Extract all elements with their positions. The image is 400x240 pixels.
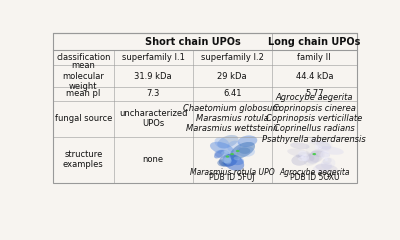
Circle shape: [226, 156, 229, 158]
Ellipse shape: [224, 155, 238, 162]
Ellipse shape: [221, 155, 231, 163]
Ellipse shape: [301, 154, 309, 162]
Text: mean pI: mean pI: [66, 89, 100, 98]
Ellipse shape: [222, 158, 236, 166]
Ellipse shape: [306, 142, 319, 157]
Ellipse shape: [300, 156, 304, 158]
Ellipse shape: [234, 156, 240, 160]
Ellipse shape: [315, 145, 319, 147]
Text: Agrocybe aegerita
Coprinopsis cinerea
Coprinopsis verticillate
Coprinellus radia: Agrocybe aegerita Coprinopsis cinerea Co…: [262, 93, 366, 144]
Ellipse shape: [306, 156, 314, 161]
Ellipse shape: [227, 153, 238, 161]
Text: superfamily I.2: superfamily I.2: [201, 53, 264, 62]
Ellipse shape: [306, 153, 319, 164]
Text: 6.41: 6.41: [223, 89, 241, 98]
Text: PDB ID 5FUJ: PDB ID 5FUJ: [209, 173, 255, 182]
Ellipse shape: [320, 151, 329, 159]
Text: 31.9 kDa: 31.9 kDa: [134, 72, 172, 80]
Ellipse shape: [321, 158, 335, 169]
Ellipse shape: [304, 150, 323, 166]
Text: Chaetomium globosum
Marasmius rotula
Marasmius wettsteinii: Chaetomium globosum Marasmius rotula Mar…: [184, 104, 281, 133]
Circle shape: [230, 153, 234, 155]
Ellipse shape: [214, 137, 230, 149]
Ellipse shape: [322, 157, 332, 164]
Text: classification: classification: [56, 53, 110, 62]
Ellipse shape: [214, 150, 229, 158]
Text: structure
examples: structure examples: [63, 150, 104, 169]
Ellipse shape: [316, 141, 331, 150]
Ellipse shape: [311, 138, 324, 144]
Text: 29 kDa: 29 kDa: [217, 72, 247, 80]
Ellipse shape: [219, 154, 238, 167]
Ellipse shape: [238, 135, 257, 147]
Text: Marasmius rotula UPO: Marasmius rotula UPO: [190, 168, 274, 177]
Text: superfamily I.1: superfamily I.1: [122, 53, 184, 62]
Ellipse shape: [210, 142, 234, 155]
Ellipse shape: [217, 135, 238, 148]
Text: 7.3: 7.3: [146, 89, 160, 98]
Ellipse shape: [309, 149, 325, 162]
Ellipse shape: [311, 150, 330, 157]
Ellipse shape: [318, 146, 344, 155]
Ellipse shape: [315, 145, 322, 150]
Ellipse shape: [239, 147, 250, 154]
Text: mean
molecular
weight: mean molecular weight: [62, 61, 104, 91]
Ellipse shape: [224, 158, 232, 165]
Text: family II: family II: [298, 53, 331, 62]
Ellipse shape: [224, 150, 229, 153]
Text: Short chain UPOs: Short chain UPOs: [145, 36, 240, 47]
Ellipse shape: [223, 157, 232, 163]
Ellipse shape: [227, 141, 241, 152]
Ellipse shape: [315, 164, 338, 172]
Ellipse shape: [298, 156, 308, 161]
Text: none: none: [142, 155, 164, 164]
Ellipse shape: [217, 159, 227, 167]
Ellipse shape: [325, 158, 328, 161]
Text: 44.4 kDa: 44.4 kDa: [296, 72, 333, 80]
Text: uncharacterized
UPOs: uncharacterized UPOs: [119, 109, 187, 128]
Text: Long chain UPOs: Long chain UPOs: [268, 36, 360, 47]
Ellipse shape: [296, 154, 305, 159]
Ellipse shape: [214, 150, 224, 158]
Ellipse shape: [313, 162, 332, 173]
Ellipse shape: [298, 152, 314, 162]
Ellipse shape: [223, 154, 244, 171]
Ellipse shape: [230, 142, 255, 159]
Ellipse shape: [287, 149, 311, 157]
Ellipse shape: [236, 146, 255, 157]
Ellipse shape: [292, 155, 308, 166]
Text: 5.77: 5.77: [305, 89, 324, 98]
Ellipse shape: [290, 142, 310, 149]
Ellipse shape: [221, 151, 229, 155]
Ellipse shape: [221, 160, 229, 167]
Circle shape: [236, 150, 240, 152]
Text: PDB ID 5OXU: PDB ID 5OXU: [290, 173, 339, 182]
Ellipse shape: [298, 150, 307, 156]
Ellipse shape: [226, 156, 244, 165]
Ellipse shape: [310, 137, 318, 145]
Ellipse shape: [319, 140, 332, 151]
Text: fungal source: fungal source: [55, 114, 112, 123]
Circle shape: [312, 153, 316, 155]
Text: Agrocybe aegerita: Agrocybe aegerita: [279, 168, 350, 177]
